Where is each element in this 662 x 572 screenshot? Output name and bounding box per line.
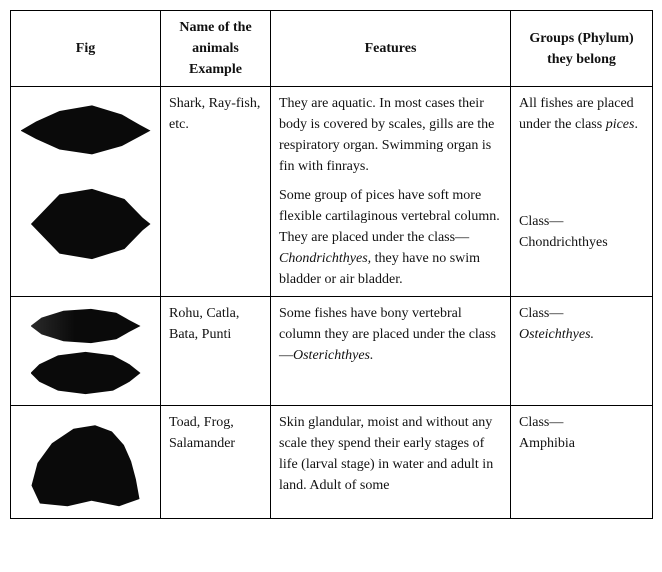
features-cell: Skin glandular, moist and without any sc…: [271, 406, 511, 519]
group-para-2: Class— Chondrichthyes: [519, 211, 644, 253]
header-features: Features: [271, 11, 511, 87]
header-name: Name of the animals Example: [161, 11, 271, 87]
toad-image: [26, 418, 146, 508]
fig-cell-bonyfish: [11, 297, 161, 406]
group-para-1: All fishes are placed under the class pi…: [519, 93, 644, 135]
rayfish-image: [21, 185, 151, 263]
group-cell: All fishes are placed under the class pi…: [511, 87, 653, 297]
features-cell: They are aquatic. In most cases their bo…: [271, 87, 511, 297]
classification-table: Fig Name of the animals Example Features…: [10, 10, 653, 519]
features-para-2: Some group of pices have soft more flexi…: [279, 185, 502, 290]
table-row: Rohu, Catla, Bata, Punti Some fishes hav…: [11, 297, 653, 406]
fig-cell-toad: [11, 406, 161, 519]
group-cell: Class— Amphibia: [511, 406, 653, 519]
table-row: Toad, Frog, Salamander Skin glandular, m…: [11, 406, 653, 519]
header-groups: Groups (Phylum) they belong: [511, 11, 653, 87]
features-para-1: They are aquatic. In most cases their bo…: [279, 93, 502, 177]
header-fig: Fig: [11, 11, 161, 87]
bonyfish-image-2: [31, 351, 141, 395]
bonyfish-image-1: [31, 307, 141, 345]
features-cell: Some fishes have bony vertebral column t…: [271, 297, 511, 406]
fig-cell-shark-ray: [11, 87, 161, 297]
shark-image: [21, 97, 151, 167]
group-cell: Class— Osteichthyes.: [511, 297, 653, 406]
name-cell: Rohu, Catla, Bata, Punti: [161, 297, 271, 406]
name-cell: Toad, Frog, Salamander: [161, 406, 271, 519]
table-row: Shark, Ray-fish, etc. They are aquatic. …: [11, 87, 653, 297]
name-cell: Shark, Ray-fish, etc.: [161, 87, 271, 297]
table-header-row: Fig Name of the animals Example Features…: [11, 11, 653, 87]
